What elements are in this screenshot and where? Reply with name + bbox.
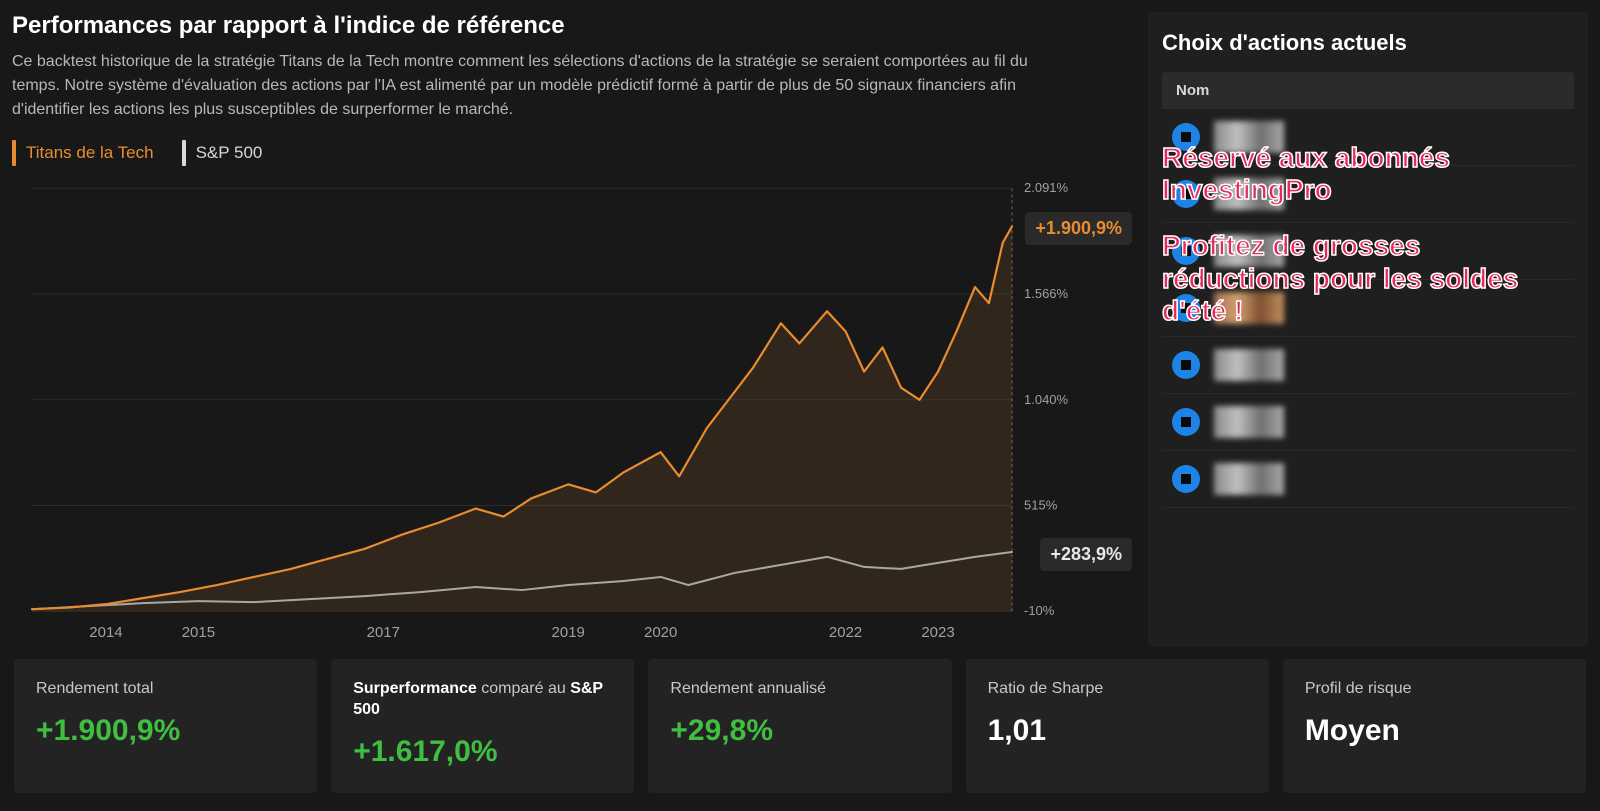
svg-text:2020: 2020 — [644, 624, 677, 641]
stat-card: Rendement annualisé +29,8% — [648, 659, 951, 793]
legend-label-sp500: S&P 500 — [196, 143, 263, 163]
svg-text:2022: 2022 — [829, 624, 862, 641]
stock-pick-icon — [1172, 351, 1200, 379]
svg-text:2014: 2014 — [89, 624, 122, 641]
page-title: Performances par rapport à l'indice de r… — [12, 12, 1132, 40]
stock-pick-icon — [1172, 408, 1200, 436]
legend-label-titans: Titans de la Tech — [26, 143, 154, 163]
stock-pick-row[interactable] — [1162, 166, 1574, 223]
stock-pick-name-blurred — [1214, 235, 1284, 267]
svg-text:1.566%: 1.566% — [1024, 286, 1069, 301]
stat-value: +1.900,9% — [36, 714, 295, 748]
chart-end-badge-titans: +1.900,9% — [1025, 212, 1132, 245]
stat-card: Profil de risque Moyen — [1283, 659, 1586, 793]
stat-value: +1.617,0% — [353, 735, 612, 769]
stock-pick-row[interactable] — [1162, 337, 1574, 394]
stock-pick-name-blurred — [1214, 292, 1284, 324]
legend-swatch-titans — [12, 140, 16, 166]
stock-pick-icon — [1172, 180, 1200, 208]
stock-pick-name-blurred — [1214, 463, 1284, 495]
legend-swatch-sp500 — [182, 140, 186, 166]
stat-label: Ratio de Sharpe — [988, 679, 1247, 700]
chart-end-badge-sp500: +283,9% — [1040, 538, 1132, 571]
stat-label: Rendement annualisé — [670, 679, 929, 700]
stat-value: Moyen — [1305, 714, 1564, 748]
stock-pick-icon — [1172, 237, 1200, 265]
page-description: Ce backtest historique de la stratégie T… — [12, 50, 1072, 122]
stat-label: Rendement total — [36, 679, 295, 700]
stat-value: 1,01 — [988, 714, 1247, 748]
stat-card: Ratio de Sharpe 1,01 — [966, 659, 1269, 793]
stock-pick-row[interactable] — [1162, 451, 1574, 508]
stock-pick-row[interactable] — [1162, 223, 1574, 280]
legend-item-titans[interactable]: Titans de la Tech — [12, 140, 154, 166]
stat-card: Rendement total +1.900,9% — [14, 659, 317, 793]
svg-text:1.040%: 1.040% — [1024, 392, 1069, 407]
stat-card: Surperformance comparé au S&P 500 +1.617,… — [331, 659, 634, 793]
chart-svg: 2.091% 1.566% 1.040% 515% -10% 2014 2015 2017 20… — [12, 182, 1132, 647]
stock-pick-row[interactable] — [1162, 109, 1574, 166]
stock-pick-row[interactable] — [1162, 280, 1574, 337]
chart-legend: Titans de la Tech S&P 500 — [12, 140, 1132, 166]
stock-pick-icon — [1172, 294, 1200, 322]
stock-picks-panel: Choix d'actions actuels Nom Réservé aux … — [1148, 12, 1588, 647]
stat-label: Profil de risque — [1305, 679, 1564, 700]
performance-chart: 2.091% 1.566% 1.040% 515% -10% 2014 2015 2017 20… — [12, 182, 1132, 647]
svg-text:2019: 2019 — [552, 624, 585, 641]
stock-pick-icon — [1172, 123, 1200, 151]
stock-picks-list[interactable] — [1162, 109, 1574, 639]
svg-text:515%: 515% — [1024, 498, 1058, 513]
stock-pick-name-blurred — [1214, 349, 1284, 381]
stats-row: Rendement total +1.900,9% Surperformance c… — [0, 659, 1600, 811]
stat-label: Surperformance comparé au S&P 500 — [353, 679, 612, 721]
stock-pick-icon — [1172, 465, 1200, 493]
stock-picks-title: Choix d'actions actuels — [1162, 30, 1574, 56]
stock-pick-name-blurred — [1214, 406, 1284, 438]
svg-text:-10%: -10% — [1024, 603, 1055, 618]
svg-text:2015: 2015 — [182, 624, 215, 641]
stock-pick-name-blurred — [1214, 121, 1284, 153]
svg-text:2.091%: 2.091% — [1024, 182, 1069, 195]
svg-text:2017: 2017 — [367, 624, 400, 641]
stock-picks-column-header: Nom — [1162, 72, 1574, 109]
stat-value: +29,8% — [670, 714, 929, 748]
svg-text:2023: 2023 — [921, 624, 954, 641]
legend-item-sp500[interactable]: S&P 500 — [182, 140, 263, 166]
stock-pick-row[interactable] — [1162, 394, 1574, 451]
stock-pick-name-blurred — [1214, 178, 1284, 210]
